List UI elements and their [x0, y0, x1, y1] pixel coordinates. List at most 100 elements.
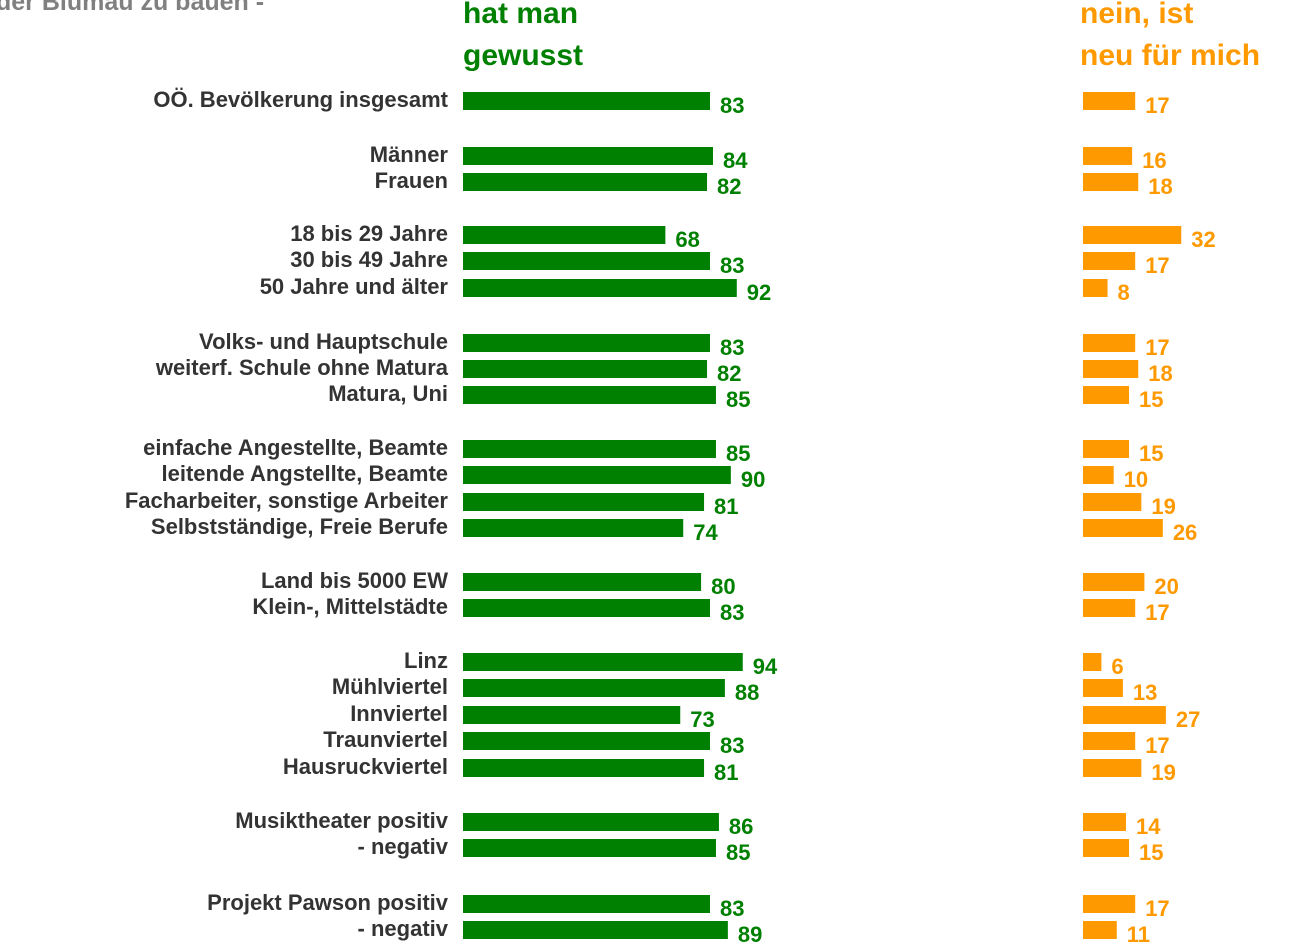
value-label: 17	[1145, 93, 1169, 118]
value-label: 83	[720, 733, 744, 758]
category-label: - negativ	[358, 916, 449, 941]
bar	[463, 706, 681, 724]
bar	[1083, 653, 1102, 671]
bar	[463, 493, 705, 511]
category-label: Projekt Pawson positiv	[207, 890, 449, 915]
value-label: 73	[690, 707, 714, 732]
bar	[1083, 679, 1123, 697]
value-label: 89	[738, 922, 762, 945]
bar	[1083, 226, 1182, 244]
bar	[1083, 573, 1145, 591]
bar	[463, 279, 737, 297]
bar	[463, 440, 716, 458]
value-label: 18	[1148, 361, 1172, 386]
value-label: 26	[1173, 520, 1197, 545]
value-label: 83	[720, 600, 744, 625]
value-label: 83	[720, 93, 744, 118]
bar	[463, 252, 711, 270]
value-label: 85	[726, 840, 750, 865]
value-label: 13	[1133, 680, 1157, 705]
value-label: 85	[726, 441, 750, 466]
bar	[463, 895, 711, 913]
value-label: 19	[1151, 494, 1175, 519]
value-label: 85	[726, 387, 750, 412]
bar	[1083, 599, 1136, 617]
category-label: Mühlviertel	[332, 674, 448, 699]
bar	[463, 92, 711, 110]
bar	[1083, 252, 1136, 270]
value-label: 32	[1191, 227, 1215, 252]
bar	[463, 519, 684, 537]
value-label: 84	[723, 148, 748, 173]
category-label: Hausruckviertel	[283, 754, 448, 779]
bar	[1083, 92, 1136, 110]
series-header: hat man gewusst	[463, 0, 584, 72]
bar	[463, 226, 666, 244]
value-label: 94	[753, 654, 778, 679]
value-label: 8	[1118, 280, 1130, 305]
value-label: 15	[1139, 441, 1163, 466]
category-label: Linz	[404, 648, 448, 673]
value-label: 83	[720, 253, 744, 278]
value-label: 81	[714, 494, 738, 519]
bar	[1083, 466, 1114, 484]
value-label: 68	[675, 227, 699, 252]
bar	[463, 466, 731, 484]
value-label: 82	[717, 361, 741, 386]
value-label: 15	[1139, 840, 1163, 865]
value-label: 17	[1145, 896, 1169, 921]
bar	[463, 386, 716, 404]
value-label: 11	[1127, 922, 1150, 945]
bar	[463, 732, 711, 750]
bar	[1083, 759, 1142, 777]
bar	[1083, 440, 1130, 458]
value-label: 80	[711, 574, 735, 599]
value-label: 92	[747, 280, 771, 305]
bar	[1083, 895, 1136, 913]
value-label: 17	[1145, 733, 1169, 758]
value-label: 86	[729, 814, 753, 839]
category-label: 30 bis 49 Jahre	[290, 247, 448, 272]
value-label: 88	[735, 680, 759, 705]
bar	[1083, 921, 1117, 939]
value-label: 17	[1145, 253, 1169, 278]
category-label: Frauen	[375, 168, 448, 193]
bar	[1083, 519, 1163, 537]
value-label: 74	[693, 520, 718, 545]
category-label: Klein-, Mittelstädte	[252, 594, 448, 619]
chart-title: der Blumau zu bauen -	[0, 0, 265, 16]
value-label: 82	[717, 174, 741, 199]
category-label: Volks- und Hauptschule	[199, 329, 448, 354]
category-label: weiterf. Schule ohne Matura	[155, 355, 449, 380]
value-label: 18	[1148, 174, 1172, 199]
category-label: leitende Angstellte, Beamte	[162, 461, 448, 486]
category-label: Innviertel	[350, 701, 448, 726]
value-label: 15	[1139, 387, 1163, 412]
value-label: 14	[1136, 814, 1161, 839]
value-label: 16	[1142, 148, 1166, 173]
category-label: OÖ. Bevölkerung insgesamt	[153, 87, 448, 112]
bar	[463, 921, 728, 939]
bar	[463, 360, 708, 378]
category-label: Traunviertel	[323, 727, 448, 752]
category-label: 50 Jahre und älter	[260, 274, 449, 299]
value-label: 20	[1154, 574, 1178, 599]
category-label: - negativ	[358, 834, 449, 859]
category-label: Musiktheater positiv	[235, 808, 448, 833]
category-label: 18 bis 29 Jahre	[290, 221, 448, 246]
value-label: 6	[1111, 654, 1123, 679]
category-label: Selbstständige, Freie Berufe	[151, 514, 448, 539]
value-label: 19	[1151, 760, 1175, 785]
bar	[463, 813, 719, 831]
bar	[1083, 386, 1130, 404]
bar	[1083, 839, 1130, 857]
bar	[1083, 706, 1166, 724]
category-label: Männer	[370, 142, 449, 167]
bar	[463, 599, 711, 617]
category-label: Land bis 5000 EW	[261, 568, 448, 593]
value-label: 90	[741, 467, 765, 492]
value-label: 17	[1145, 335, 1169, 360]
series-header: nein, ist neu für mich	[1080, 0, 1261, 72]
